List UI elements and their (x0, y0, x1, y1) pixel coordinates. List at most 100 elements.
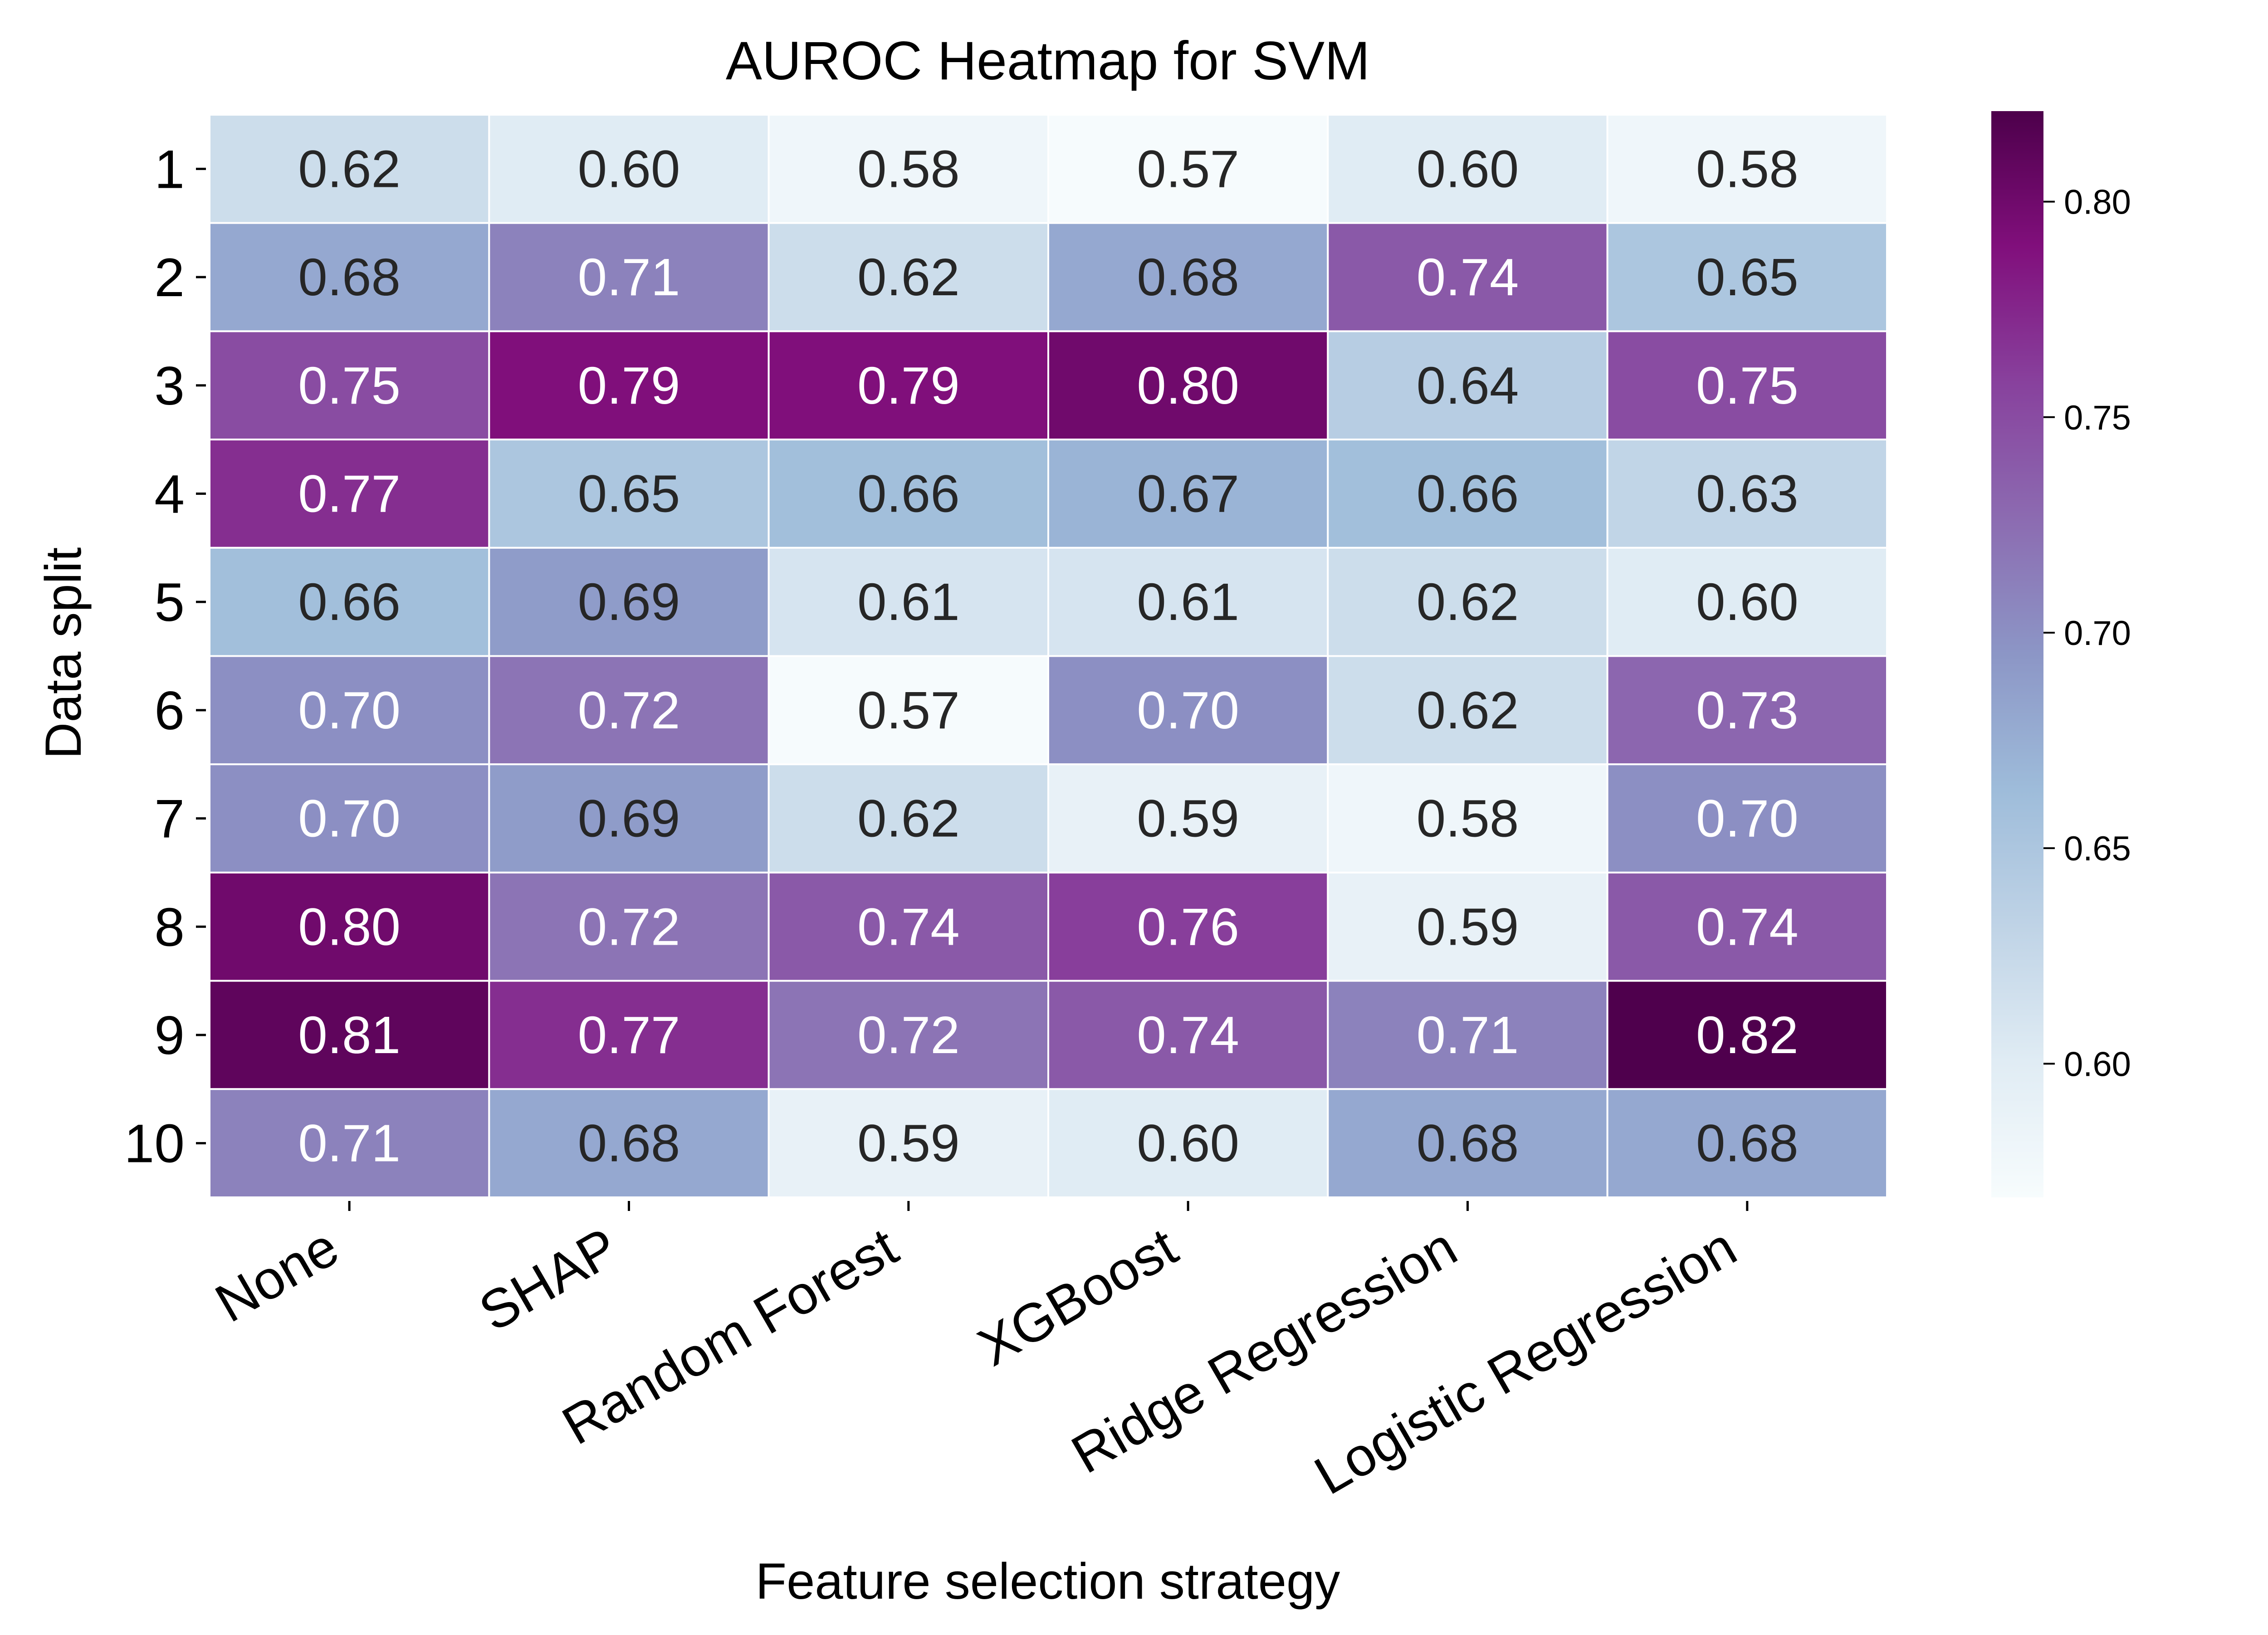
heatmap-cell-label: 0.60 (578, 139, 680, 198)
heatmap-cell-label: 0.71 (578, 248, 680, 307)
y-tick-label: 5 (154, 572, 185, 633)
heatmap-cell-labels: 0.62 0.60 0.58 0.57 0.60 0.58 0.68 0.71 0.62 0.68… (298, 139, 1798, 1172)
heatmap-cell-label: 0.79 (857, 356, 960, 415)
heatmap-cell (1327, 980, 1608, 1090)
colorbar-tick-label: 0.60 (2064, 1045, 2131, 1083)
heatmap-cell (1047, 222, 1329, 332)
chart-title: AUROC Heatmap for SVM (726, 30, 1370, 91)
x-tick-label: XGBoost (968, 1216, 1187, 1377)
heatmap-cell (209, 655, 490, 766)
heatmap-cell-label: 0.79 (578, 356, 680, 415)
heatmap-cell (767, 1088, 1049, 1199)
heatmap-cell-label: 0.61 (1137, 572, 1239, 631)
heatmap-cell-label: 0.65 (1696, 248, 1799, 307)
heatmap-cell-label: 0.61 (857, 572, 960, 631)
y-tick-label: 8 (154, 897, 185, 957)
heatmap-cell-label: 0.68 (1696, 1114, 1799, 1173)
heatmap-cell (488, 330, 770, 441)
heatmap-cell-label: 0.81 (298, 1005, 401, 1064)
heatmap-cell-label: 0.62 (857, 789, 960, 848)
heatmap-cell (209, 114, 490, 224)
heatmap-cell-label: 0.62 (298, 139, 401, 198)
heatmap-cell-label: 0.60 (1137, 1114, 1239, 1173)
heatmap-cell-label: 0.70 (298, 681, 401, 740)
y-tick-label: 6 (154, 680, 185, 741)
heatmap-cell-label: 0.74 (1137, 1005, 1239, 1064)
heatmap-cell (1327, 655, 1608, 766)
heatmap-cell-label: 0.59 (1137, 789, 1239, 848)
heatmap-cell-label: 0.58 (857, 139, 960, 198)
heatmap-cell (1047, 439, 1329, 549)
heatmap-cell-label: 0.58 (1417, 789, 1519, 848)
heatmap-cell-label: 0.71 (298, 1114, 401, 1173)
heatmap-cell (488, 222, 770, 332)
heatmap-cell-label: 0.68 (1137, 248, 1239, 307)
heatmap-cell-label: 0.69 (578, 572, 680, 631)
y-tick-label: 2 (154, 247, 185, 308)
heatmap-cell (1327, 1088, 1608, 1199)
heatmap-cell (1606, 330, 1888, 441)
x-axis-label: Feature selection strategy (756, 1553, 1340, 1610)
heatmap-cell (488, 1088, 770, 1199)
heatmap-cell (767, 547, 1049, 657)
heatmap-cell-label: 0.77 (298, 464, 401, 523)
heatmap-cell (1606, 1088, 1888, 1199)
heatmap-cell-label: 0.62 (857, 248, 960, 307)
heatmap-cell-label: 0.65 (578, 464, 680, 523)
heatmap-cell (1606, 114, 1888, 224)
colorbar-tick-label: 0.65 (2064, 830, 2131, 868)
heatmap-cell (767, 439, 1049, 549)
heatmap-cell-label: 0.66 (857, 464, 960, 523)
heatmap-cell (209, 980, 490, 1090)
heatmap-cell-label: 0.57 (857, 681, 960, 740)
heatmap-cell (1606, 439, 1888, 549)
heatmap-cell-label: 0.70 (1137, 681, 1239, 740)
heatmap-cells (209, 114, 1888, 1199)
heatmap-cell (767, 763, 1049, 874)
heatmap-cell-label: 0.70 (1696, 789, 1799, 848)
heatmap-cell (1606, 547, 1888, 657)
heatmap-cell-label: 0.60 (1696, 572, 1799, 631)
heatmap-cell (767, 980, 1049, 1090)
heatmap-cell-label: 0.69 (578, 789, 680, 848)
heatmap-cell-label: 0.70 (298, 789, 401, 848)
heatmap-cell-label: 0.66 (1417, 464, 1519, 523)
heatmap-cell (1606, 222, 1888, 332)
heatmap-cell (1327, 330, 1608, 441)
heatmap-cell (1047, 330, 1329, 441)
y-axis: 1 2 3 4 5 6 7 8 9 10 (124, 139, 206, 1174)
heatmap-cell-label: 0.68 (1417, 1114, 1519, 1173)
colorbar-tick-label: 0.75 (2064, 399, 2131, 437)
x-tick-label: None (205, 1216, 348, 1333)
y-axis-label: Data split (35, 547, 92, 759)
heatmap-cell-label: 0.63 (1696, 464, 1799, 523)
colorbar-gradient (1991, 111, 2043, 1197)
heatmap-cell (209, 871, 490, 982)
colorbar-tick-label: 0.70 (2064, 614, 2131, 653)
heatmap-cell-label: 0.62 (1417, 572, 1519, 631)
heatmap-cell-label: 0.75 (298, 356, 401, 415)
heatmap-cell-label: 0.80 (298, 897, 401, 956)
heatmap-cell-label: 0.64 (1417, 356, 1519, 415)
heatmap-cell (1047, 871, 1329, 982)
heatmap-cell (767, 114, 1049, 224)
heatmap-cell-label: 0.57 (1137, 139, 1239, 198)
heatmap-cell-label: 0.66 (298, 572, 401, 631)
y-tick-label: 9 (154, 1005, 185, 1066)
heatmap-cell (488, 980, 770, 1090)
heatmap-cell-label: 0.77 (578, 1005, 680, 1064)
heatmap-cell (767, 871, 1049, 982)
heatmap-cell-label: 0.60 (1417, 139, 1519, 198)
heatmap-cell (488, 114, 770, 224)
heatmap-cell-label: 0.75 (1696, 356, 1799, 415)
heatmap-cell-label: 0.68 (578, 1114, 680, 1173)
heatmap-cell (209, 439, 490, 549)
heatmap-cell-label: 0.58 (1696, 139, 1799, 198)
heatmap-cell-label: 0.74 (1696, 897, 1799, 956)
heatmap-cell (488, 763, 770, 874)
heatmap-cell (209, 1088, 490, 1199)
heatmap-cell-label: 0.67 (1137, 464, 1239, 523)
y-tick-label: 7 (154, 789, 185, 849)
